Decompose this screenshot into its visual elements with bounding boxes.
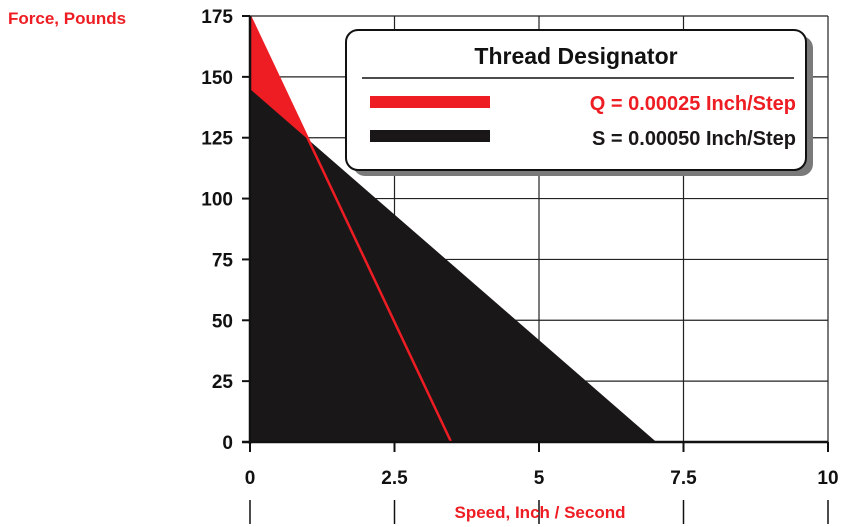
y-tick-label: 0 — [222, 433, 233, 454]
x-tick-label: 7.5 — [670, 468, 697, 489]
y-tick-label: 125 — [201, 129, 233, 150]
legend-label-q: Q = 0.00025 Inch/Step — [590, 93, 796, 115]
x-tick-label: 10 — [817, 468, 838, 489]
x-tick-label: 5 — [534, 468, 545, 489]
series-s-area — [250, 89, 657, 443]
legend-label-s: S = 0.00050 Inch/Step — [592, 128, 796, 150]
y-tick-label: 75 — [212, 250, 234, 271]
y-tick-label: 25 — [212, 372, 234, 393]
x-axis-title: Speed, Inch / Second — [455, 503, 626, 522]
series-areas — [248, 15, 657, 443]
x-tick-label: 2.5 — [381, 468, 408, 489]
legend-swatch-s — [370, 130, 490, 142]
legend: Thread Designator Q = 0.00025 Inch/Step … — [345, 29, 813, 176]
x-tick-label: 0 — [245, 468, 256, 489]
y-tick-label: 175 — [201, 7, 233, 28]
series-q-line — [248, 15, 453, 443]
legend-swatch-q — [370, 96, 490, 108]
y-tick-label: 50 — [212, 311, 233, 332]
legend-title: Thread Designator — [474, 43, 677, 69]
x-axis-ticks: 0 2.5 5 7.5 10 — [245, 442, 839, 524]
y-axis-ticks: 0 25 50 75 100 125 150 175 — [201, 7, 250, 454]
plot-frame — [242, 15, 829, 444]
y-tick-label: 150 — [201, 68, 233, 89]
y-axis-title: Force, Pounds — [8, 9, 126, 28]
y-tick-label: 100 — [201, 190, 233, 211]
